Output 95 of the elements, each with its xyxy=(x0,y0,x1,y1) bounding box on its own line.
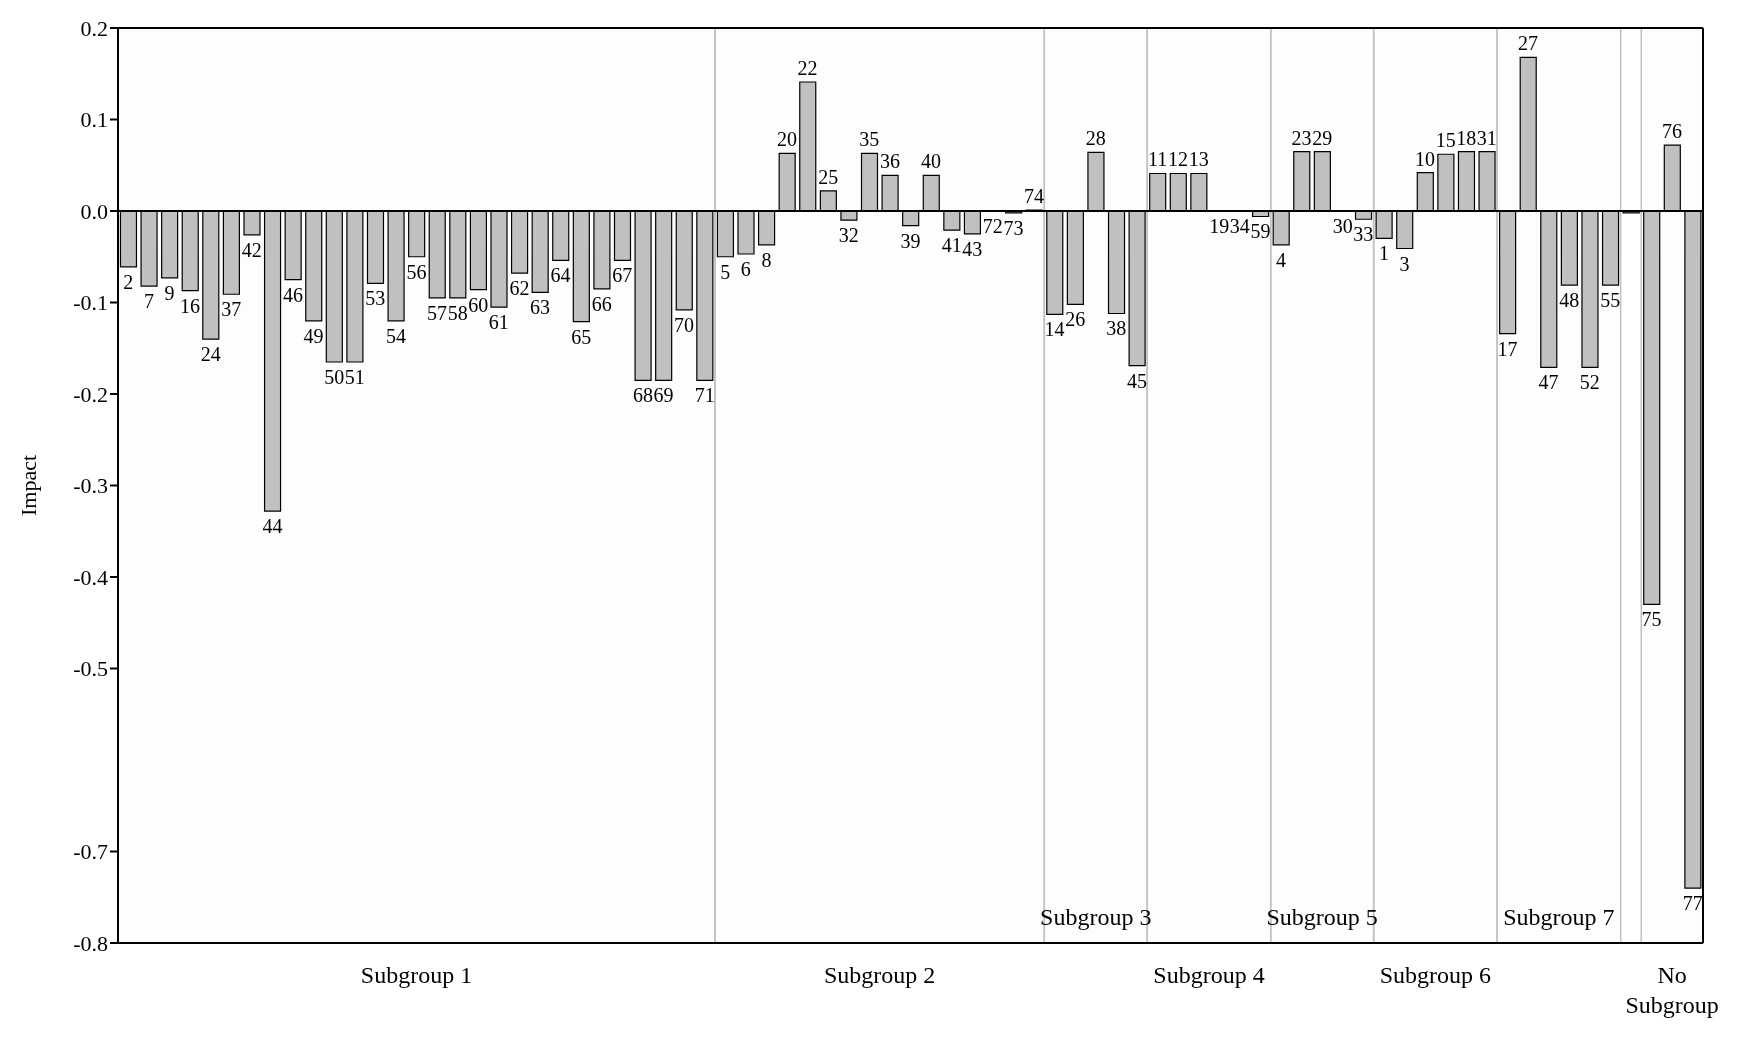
y-tick-label: 0.1 xyxy=(80,107,108,133)
x-tick-label: 62 xyxy=(509,277,530,300)
x-tick-label: 59 xyxy=(1250,220,1271,243)
x-tick-label: 27 xyxy=(1518,32,1539,55)
x-tick-label: 43 xyxy=(962,237,983,260)
x-tick-label: 5 xyxy=(720,260,731,283)
x-tick-label: 69 xyxy=(653,384,674,407)
x-tick-label: 4 xyxy=(1276,248,1287,271)
x-tick-label: 18 xyxy=(1456,126,1477,149)
x-tick-label: 15 xyxy=(1435,129,1456,152)
x-tick-label: 58 xyxy=(447,301,468,324)
x-tick-label: 75 xyxy=(1641,608,1662,631)
x-tick-label: 51 xyxy=(344,365,365,388)
x-tick-label: 31 xyxy=(1476,126,1497,149)
x-tick-label: 66 xyxy=(591,292,612,315)
x-tick-label: 50 xyxy=(324,365,345,388)
y-tick-label: 0.2 xyxy=(80,15,108,41)
y-axis-title: Impact xyxy=(15,454,41,517)
x-tick-label: 68 xyxy=(632,384,653,407)
y-tick-label: -0.1 xyxy=(73,290,108,316)
band-label: Subgroup 5 xyxy=(1266,904,1378,930)
x-tick-label: 12 xyxy=(1168,148,1189,171)
x-tick-label: 46 xyxy=(282,283,303,306)
x-tick-label: 9 xyxy=(164,281,175,304)
x-tick-label: 33 xyxy=(1353,223,1374,246)
x-tick-label: 47 xyxy=(1538,371,1559,394)
y-tick-label: -0.2 xyxy=(73,381,108,407)
y-tick-label: -0.3 xyxy=(73,473,108,499)
x-tick-label: 38 xyxy=(1106,317,1127,340)
x-tick-label: 11 xyxy=(1147,148,1168,171)
x-tick-label: 16 xyxy=(180,294,201,317)
x-tick-label: 8 xyxy=(761,248,772,271)
x-tick-label: 28 xyxy=(1085,127,1106,150)
band-label: Subgroup 2 xyxy=(823,962,936,988)
x-tick-label: 70 xyxy=(674,313,695,336)
x-tick-label: 35 xyxy=(859,128,880,151)
x-tick-label: 39 xyxy=(900,229,921,252)
x-tick-label: 74 xyxy=(1024,185,1045,208)
y-tick-label: -0.5 xyxy=(73,656,108,682)
x-tick-label: 52 xyxy=(1579,371,1600,394)
x-tick-label: 30 xyxy=(1332,215,1353,237)
x-tick-label: 77 xyxy=(1682,892,1703,915)
x-tick-label: 37 xyxy=(221,298,242,321)
band-label: Subgroup 6 xyxy=(1379,962,1492,988)
y-tick-label: -0.8 xyxy=(73,930,108,956)
band-label: Subgroup 4 xyxy=(1153,962,1265,988)
x-tick-label: 20 xyxy=(776,128,797,151)
x-tick-label: 6 xyxy=(740,258,751,281)
band-label: Subgroup 7 xyxy=(1503,904,1615,930)
x-tick-label: 10 xyxy=(1415,147,1436,170)
x-tick-label: 17 xyxy=(1497,337,1518,360)
x-tick-label: 19 xyxy=(1209,215,1230,237)
x-tick-label: 14 xyxy=(1044,318,1065,341)
x-tick-label: 36 xyxy=(879,150,900,173)
x-tick-label: 57 xyxy=(427,301,448,324)
x-tick-label: 13 xyxy=(1188,148,1209,171)
x-tick-label: 24 xyxy=(200,343,221,366)
x-tick-label: 32 xyxy=(838,224,859,247)
x-tick-label: 61 xyxy=(488,311,509,334)
x-tick-label: 34 xyxy=(1229,215,1250,237)
x-tick-label: 53 xyxy=(365,287,386,310)
x-tick-label: 23 xyxy=(1291,126,1312,149)
x-tick-label: 7 xyxy=(143,290,154,313)
x-tick-label: 54 xyxy=(385,324,406,347)
x-tick-label: 55 xyxy=(1600,289,1621,312)
x-tick-label: 26 xyxy=(1065,308,1086,331)
y-tick-label: -0.4 xyxy=(73,564,108,590)
x-tick-label: 45 xyxy=(1126,369,1147,392)
x-tick-label: 44 xyxy=(262,515,283,538)
x-tick-label: 29 xyxy=(1312,126,1333,149)
x-tick-label: 2 xyxy=(123,270,134,293)
x-tick-label: 63 xyxy=(529,296,550,319)
x-tick-label: 41 xyxy=(941,234,962,257)
x-tick-label: 76 xyxy=(1662,120,1683,143)
x-tick-label: 22 xyxy=(797,56,818,79)
x-tick-label: 42 xyxy=(241,238,262,261)
band-label: Subgroup 3 xyxy=(1040,904,1152,930)
x-tick-label: 64 xyxy=(550,264,571,287)
x-tick-label: 49 xyxy=(303,324,324,347)
x-tick-label: 60 xyxy=(468,293,489,316)
x-tick-label: 65 xyxy=(571,325,592,348)
x-tick-label: 72 xyxy=(982,215,1003,237)
band-label: No Subgroup xyxy=(1625,962,1719,1018)
x-tick-label: 56 xyxy=(406,260,427,283)
band-label: Subgroup 1 xyxy=(360,962,473,988)
x-tick-label: 1 xyxy=(1378,242,1389,265)
x-tick-label: 71 xyxy=(694,384,715,407)
x-tick-label: 73 xyxy=(1003,216,1024,239)
x-tick-label: 67 xyxy=(612,264,633,287)
x-tick-label: 25 xyxy=(818,165,839,188)
y-tick-label: -0.7 xyxy=(73,839,108,865)
x-tick-label: 48 xyxy=(1559,289,1580,312)
y-tick-label: 0.0 xyxy=(80,198,108,224)
x-tick-label: 3 xyxy=(1399,252,1410,275)
x-tick-label: 40 xyxy=(921,150,942,173)
